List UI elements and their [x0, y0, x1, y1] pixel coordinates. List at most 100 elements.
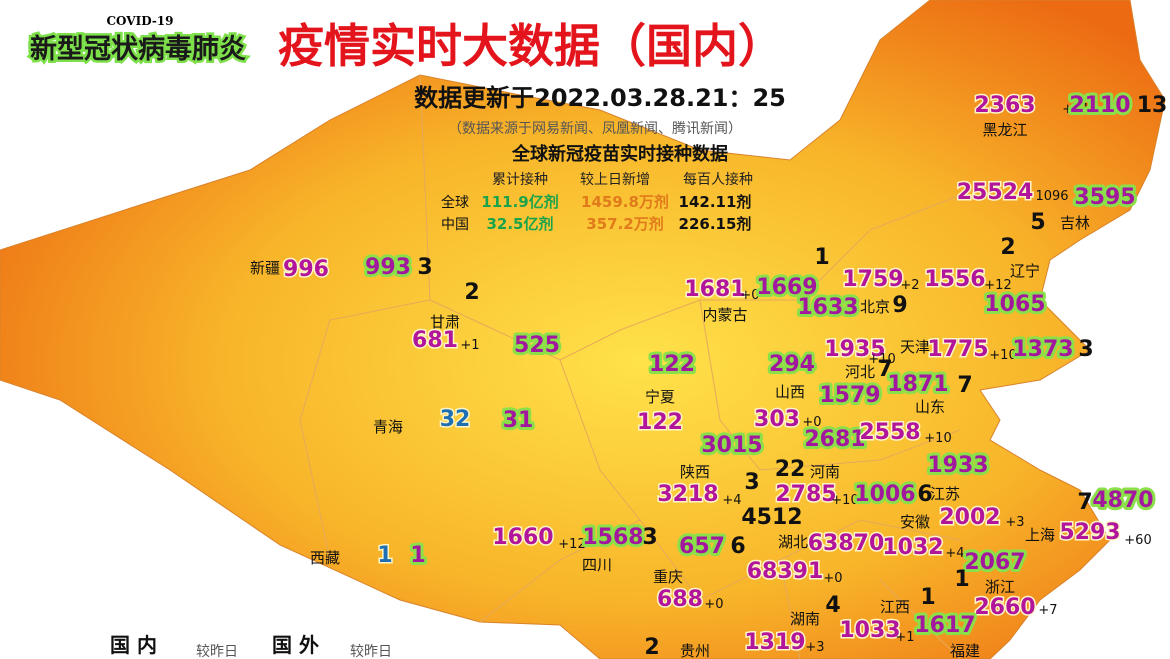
- map-label-small: +11: [1062, 102, 1089, 117]
- source: （数据来源于网易新闻、凤凰新闻、腾讯新闻）: [448, 120, 742, 137]
- map-label-purple: 2660: [974, 595, 1035, 620]
- footer-foreign: 国 外: [272, 633, 319, 657]
- map-label-purple: 2002: [939, 505, 1000, 530]
- map-label-green: 1373: [1012, 337, 1073, 362]
- map-label-small: +7: [1038, 603, 1057, 618]
- map-label-black: 3: [642, 525, 657, 550]
- update-time: 数据更新于2022.03.28.21：25: [414, 84, 786, 112]
- province-name: 甘肃: [430, 313, 460, 331]
- province-name: 吉林: [1060, 214, 1090, 232]
- map-label-small: +0: [740, 288, 759, 303]
- map-label-small: +10: [868, 352, 895, 367]
- province-name: 新疆: [250, 259, 280, 277]
- map-label-purple: 1556: [924, 267, 985, 292]
- map-label-purple: 1319: [744, 630, 805, 655]
- map-label-small: +10: [924, 431, 951, 446]
- footer-foreign-change: 较昨日: [350, 644, 392, 659]
- map-label-black: 4512: [741, 505, 802, 530]
- province-name: 山东: [915, 398, 945, 416]
- map-label-black: 9: [892, 293, 907, 318]
- province-name: 江西: [880, 598, 910, 616]
- province-name: 黑龙江: [982, 121, 1027, 139]
- map-label-black: 1: [920, 585, 935, 610]
- province-name: 江苏: [930, 485, 960, 503]
- province-name: 湖南: [790, 610, 820, 628]
- map-label-small: 1096: [1035, 189, 1068, 204]
- map-label-green: 1579: [819, 383, 880, 408]
- map-label-purple: 996: [283, 257, 329, 282]
- map-label-purple: 1660: [492, 525, 553, 550]
- footer-domestic: 国 内: [110, 633, 157, 657]
- map-label-black: 6: [730, 534, 745, 559]
- map-label-black: 7: [877, 357, 892, 382]
- map-label-purple: 1759: [842, 267, 903, 292]
- map-label-purple: 1033: [839, 618, 900, 643]
- map-label-black: 2: [1000, 235, 1015, 260]
- vaccine-cell: 1459.8万剂: [581, 193, 669, 211]
- vaccine-cell: 142.11剂: [679, 193, 752, 211]
- province-name: 天津: [900, 338, 930, 356]
- map-label-small: +12: [984, 278, 1011, 293]
- map-label-purple: 122: [637, 410, 683, 435]
- map-label-black: 2: [464, 280, 479, 305]
- province-name: 福建: [950, 642, 980, 659]
- map-label-small: +10: [989, 348, 1016, 363]
- province-borders: [299, 74, 1001, 659]
- map-label-purple: 2785: [775, 482, 836, 507]
- map-label-green: 1568: [582, 525, 643, 550]
- map-label-green: 2110: [1069, 93, 1130, 118]
- map-label-green: 3015: [701, 433, 762, 458]
- map-label-green: 1006: [854, 482, 915, 507]
- province-name: 安徽: [900, 513, 930, 531]
- province-name: 河北: [845, 363, 875, 381]
- map-label-purple: 681: [412, 328, 458, 353]
- map-label-green: 1871: [887, 372, 948, 397]
- map-label-black: 1: [954, 567, 969, 592]
- map-label-purple: 3218: [657, 482, 718, 507]
- map-label-green: 3595: [1074, 185, 1135, 210]
- subtitle: 新型冠状病毒肺炎: [30, 33, 246, 65]
- map-label-green: 31: [503, 408, 534, 433]
- map-label-black: 3: [1078, 337, 1093, 362]
- map-label-green: 1: [410, 543, 425, 568]
- province-name: 陕西: [680, 463, 710, 481]
- map-label-small: +10: [831, 493, 858, 508]
- province-name: 北京: [860, 298, 890, 316]
- map-label-small: +0: [802, 415, 821, 430]
- map-label-black: 22: [775, 457, 806, 482]
- vaccine-cell: 357.2万剂: [586, 215, 663, 233]
- map-label-purple: 1032: [882, 535, 943, 560]
- vaccine-column: 较上日新增: [580, 172, 650, 188]
- map-label-black: 13: [1137, 93, 1168, 118]
- province-name: 辽宁: [1010, 262, 1040, 280]
- map-label-green: 1669: [756, 275, 817, 300]
- vaccine-row-label: 中国: [441, 217, 469, 233]
- map-label-black: 6: [917, 482, 932, 507]
- map-label-green: 4870: [1092, 488, 1153, 513]
- map-label-black: 3: [744, 470, 759, 495]
- map-label-black: 4: [825, 593, 840, 618]
- map-label-green: 525: [514, 333, 560, 358]
- map-label-black: 7: [957, 373, 972, 398]
- province-name: 重庆: [653, 568, 683, 586]
- map-label-purple: 5293: [1059, 520, 1120, 545]
- map-label-purple: 1681: [684, 277, 745, 302]
- vaccine-row-label: 全球: [441, 194, 469, 211]
- covid-label: COVID-19: [106, 14, 173, 28]
- map-label-small: +0: [704, 597, 723, 612]
- map-label-blue: 32: [440, 407, 471, 432]
- map-label-small: +1: [895, 630, 914, 645]
- map-label-purple: 25524: [957, 180, 1034, 205]
- vaccine-cell: 32.5亿剂: [486, 215, 553, 233]
- province-name: 山西: [775, 383, 805, 401]
- map-label-small: +0: [823, 571, 842, 586]
- map-label-small: +4: [722, 493, 741, 508]
- province-name: 西藏: [310, 549, 340, 567]
- map-label-green: 2067: [964, 550, 1025, 575]
- map-label-small: +3: [805, 640, 824, 655]
- vaccine-column: 累计接种: [492, 171, 548, 188]
- map-label-purple: 2558: [859, 420, 920, 445]
